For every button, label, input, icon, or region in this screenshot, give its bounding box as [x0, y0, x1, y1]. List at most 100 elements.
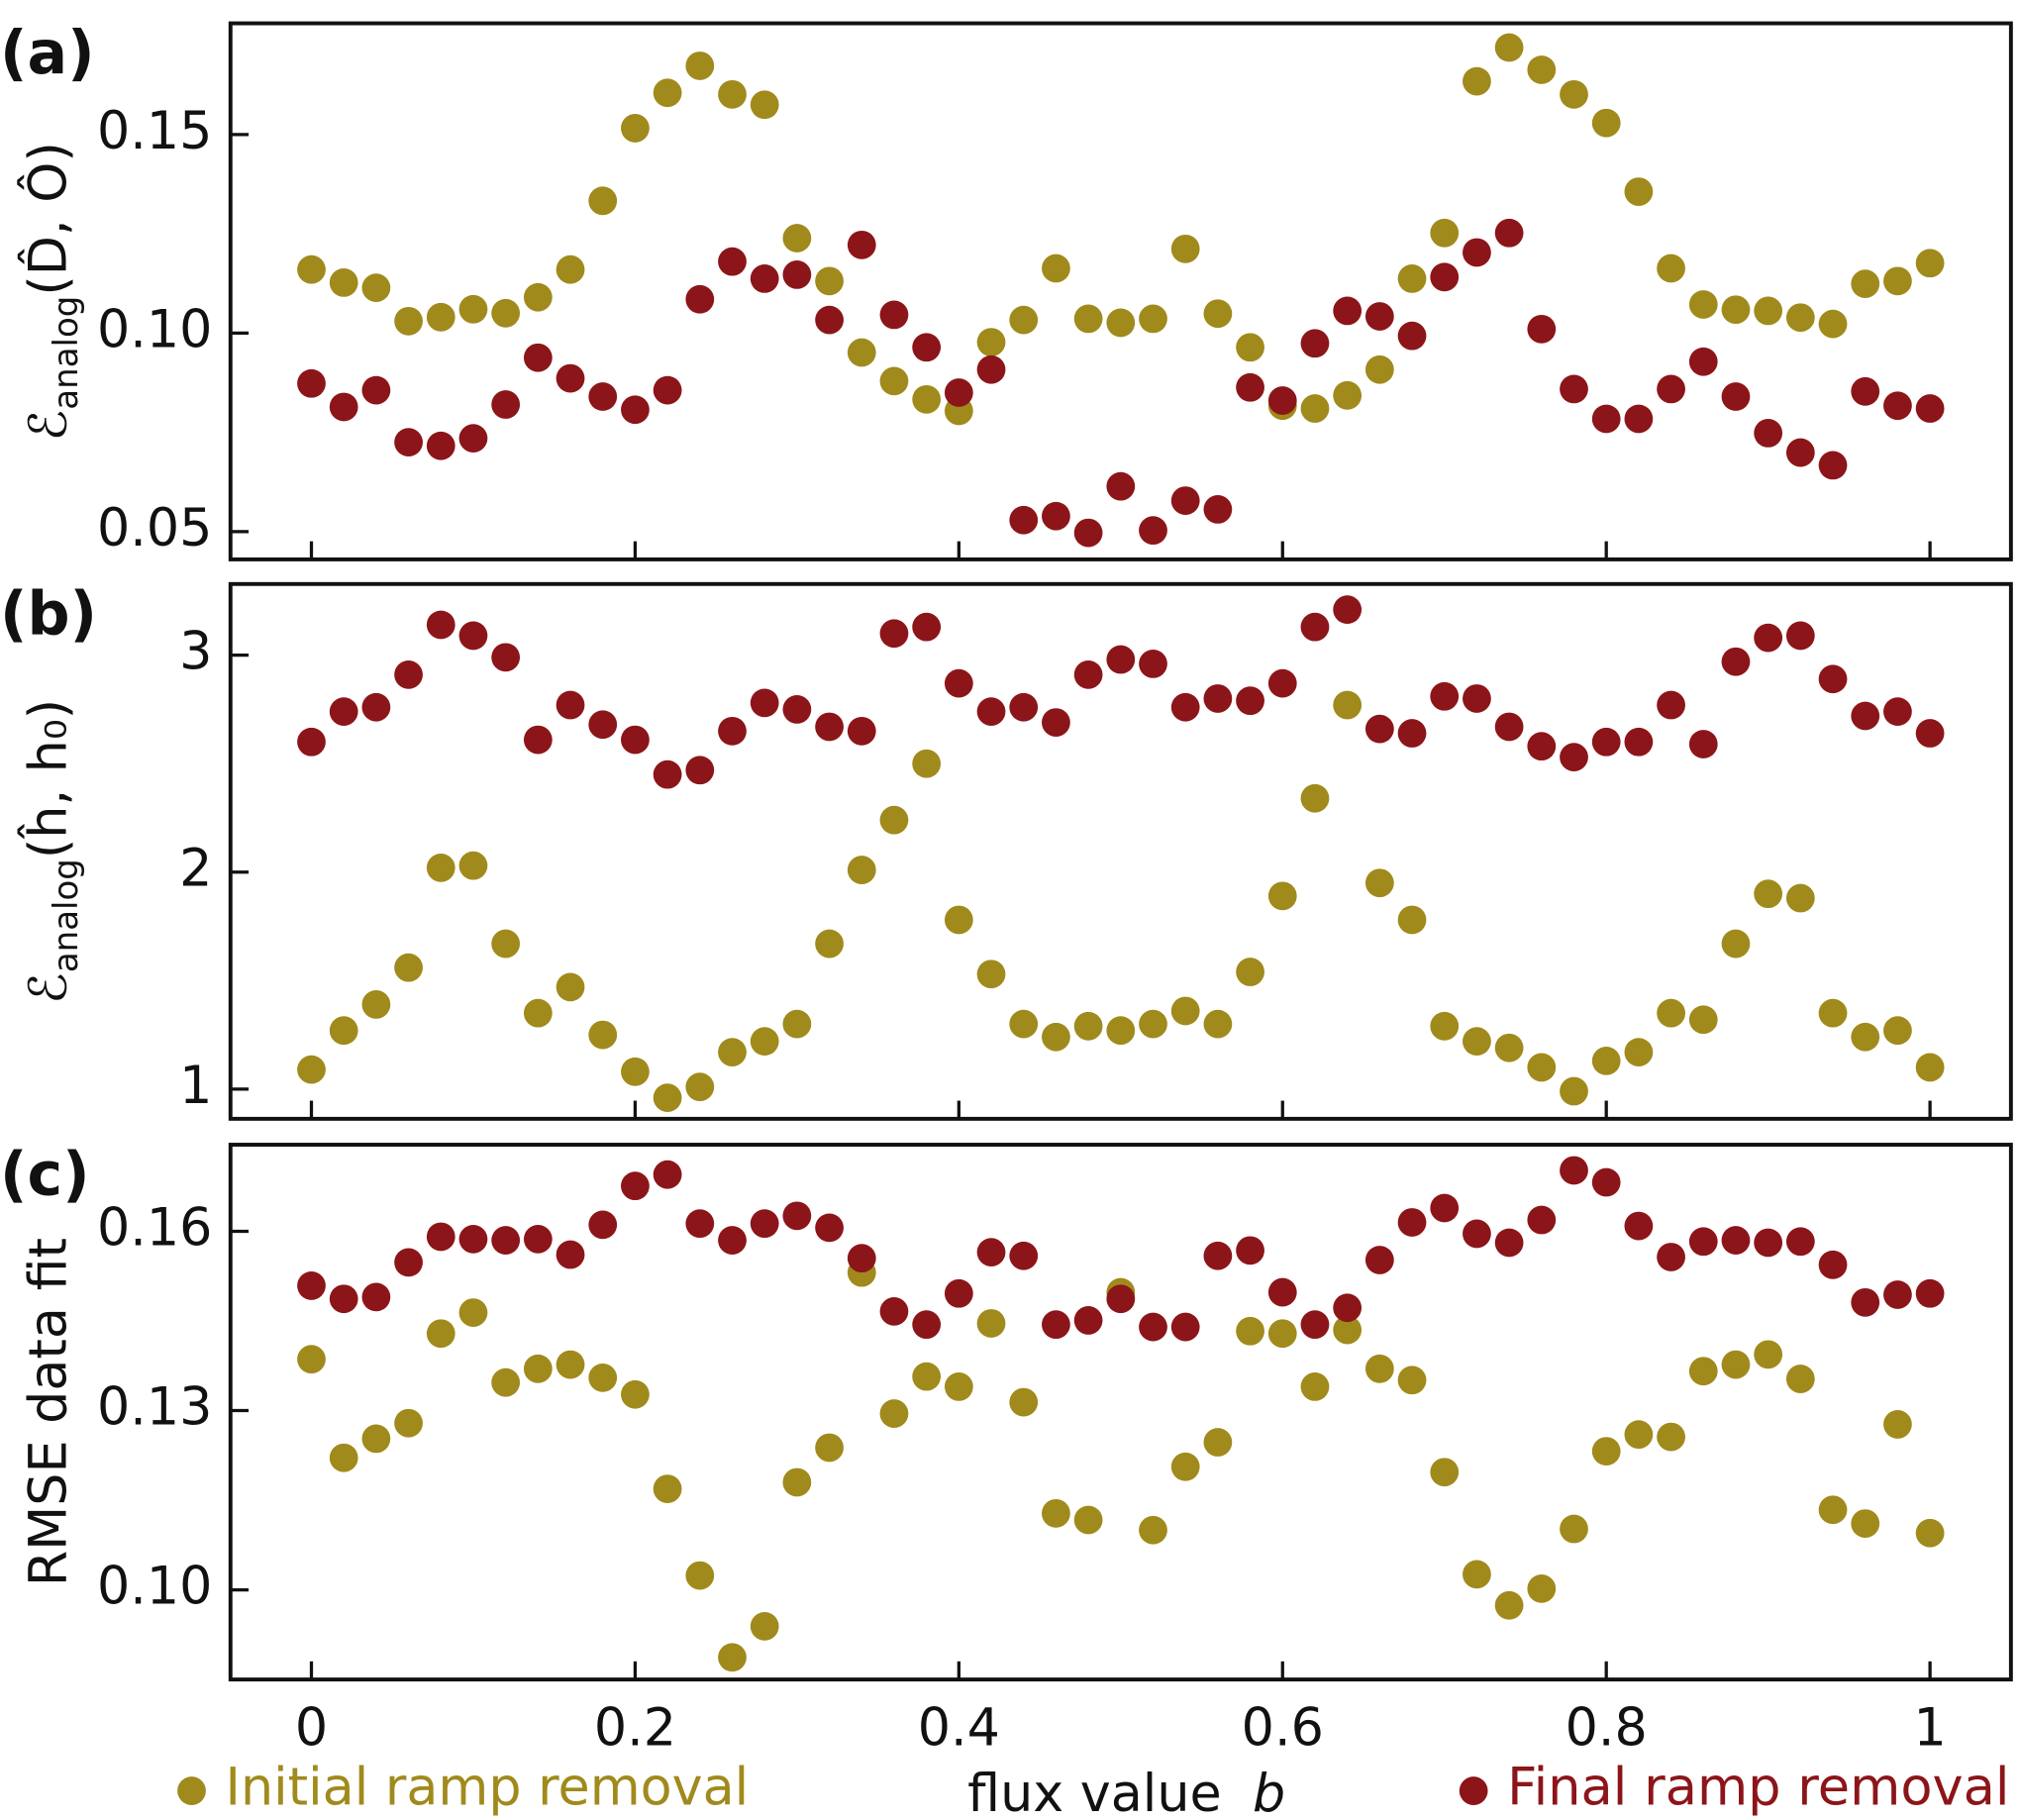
data-point: [1300, 329, 1330, 358]
data-point: [912, 612, 942, 642]
data-point: [297, 368, 326, 398]
x-tick-label: 0: [295, 1697, 328, 1758]
data-point: [685, 1209, 715, 1239]
data-point: [750, 1027, 779, 1057]
data-point: [1494, 1590, 1524, 1620]
data-point: [458, 1298, 488, 1327]
data-point: [912, 333, 942, 362]
data-point: [912, 1310, 942, 1340]
data-point: [621, 114, 650, 143]
data-point: [750, 264, 779, 293]
data-point: [1106, 1016, 1136, 1046]
data-point: [1754, 1340, 1783, 1369]
data-point: [329, 697, 358, 727]
data-point: [944, 1278, 973, 1308]
data-point: [847, 1244, 876, 1273]
data-point: [1463, 1027, 1491, 1057]
y-tick-label: 0.13: [97, 1377, 212, 1438]
x-tick-label: 0.6: [1242, 1697, 1324, 1758]
data-point: [1267, 1319, 1297, 1349]
data-point: [653, 1474, 682, 1503]
data-point: [1527, 1053, 1557, 1082]
data-point: [1657, 690, 1685, 720]
data-point: [1430, 218, 1460, 248]
data-point: [1009, 505, 1039, 535]
data-point: [1267, 1277, 1297, 1307]
y-tick-label: 0.05: [97, 498, 212, 558]
data-point: [718, 1038, 747, 1066]
data-point: [1494, 1033, 1524, 1062]
data-point: [1657, 1243, 1685, 1271]
data-point: [879, 300, 909, 330]
data-point: [458, 621, 488, 651]
data-point: [1624, 177, 1654, 206]
data-point: [976, 354, 1006, 384]
y-tick-label: 2: [179, 839, 212, 899]
data-point: [458, 851, 488, 880]
data-point: [329, 1284, 358, 1314]
data-point: [1139, 650, 1167, 678]
data-point: [1883, 1410, 1912, 1439]
data-point: [1657, 1422, 1685, 1452]
data-point: [944, 1372, 973, 1401]
data-point: [297, 1271, 326, 1300]
data-point: [426, 302, 455, 332]
data-point: [1042, 501, 1070, 531]
data-point: [1818, 309, 1848, 339]
data-point: [1430, 262, 1460, 292]
data-point: [1560, 743, 1588, 772]
data-point: [1203, 1009, 1233, 1039]
data-point: [1785, 1365, 1815, 1393]
data-point: [1494, 712, 1524, 742]
data-point: [556, 1350, 585, 1379]
data-point: [1657, 374, 1685, 404]
data-point: [653, 1083, 682, 1112]
data-point: [1042, 1498, 1070, 1528]
data-point: [1397, 1208, 1427, 1237]
data-point: [1300, 612, 1330, 642]
data-point: [1139, 1515, 1167, 1545]
data-point: [523, 282, 553, 312]
x-axis-label: flux value b: [967, 1764, 1285, 1820]
data-point: [1915, 1518, 1945, 1548]
data-point: [1688, 347, 1718, 376]
data-point: [1073, 518, 1103, 548]
data-point: [491, 929, 521, 959]
data-point: [1236, 1236, 1264, 1265]
data-point: [1430, 1193, 1460, 1223]
data-point: [361, 990, 391, 1019]
data-point: [491, 643, 521, 672]
data-point: [944, 668, 973, 698]
data-point: [653, 759, 682, 789]
data-point: [1851, 1287, 1880, 1317]
data-point: [782, 695, 812, 724]
legend-label: Final ramp removal: [1507, 1758, 2009, 1818]
data-point: [1688, 1227, 1718, 1257]
data-point: [782, 1009, 812, 1039]
data-point: [912, 749, 942, 778]
data-point: [1106, 308, 1136, 338]
data-point: [1785, 621, 1815, 651]
data-point: [1851, 701, 1880, 731]
data-point: [1397, 264, 1427, 293]
x-axis-label-part: flux value: [967, 1764, 1222, 1820]
data-point: [944, 905, 973, 935]
data-point: [297, 1345, 326, 1374]
data-point: [1463, 684, 1491, 713]
data-point: [1915, 249, 1945, 278]
data-point: [1721, 295, 1751, 325]
data-point: [1494, 1228, 1524, 1258]
data-point: [329, 392, 358, 422]
panel-label: (b): [0, 579, 97, 649]
data-point: [1236, 958, 1264, 986]
panel-label: (c): [0, 1141, 90, 1210]
data-point: [1915, 394, 1945, 423]
data-point: [1300, 783, 1330, 813]
data-point: [1463, 238, 1491, 267]
data-point: [556, 254, 585, 284]
y-axis-label-part: (D̂, Ô): [17, 142, 78, 296]
data-point: [1591, 1437, 1621, 1466]
data-point: [1236, 1316, 1264, 1346]
data-point: [1170, 692, 1200, 722]
data-point: [588, 1210, 618, 1240]
